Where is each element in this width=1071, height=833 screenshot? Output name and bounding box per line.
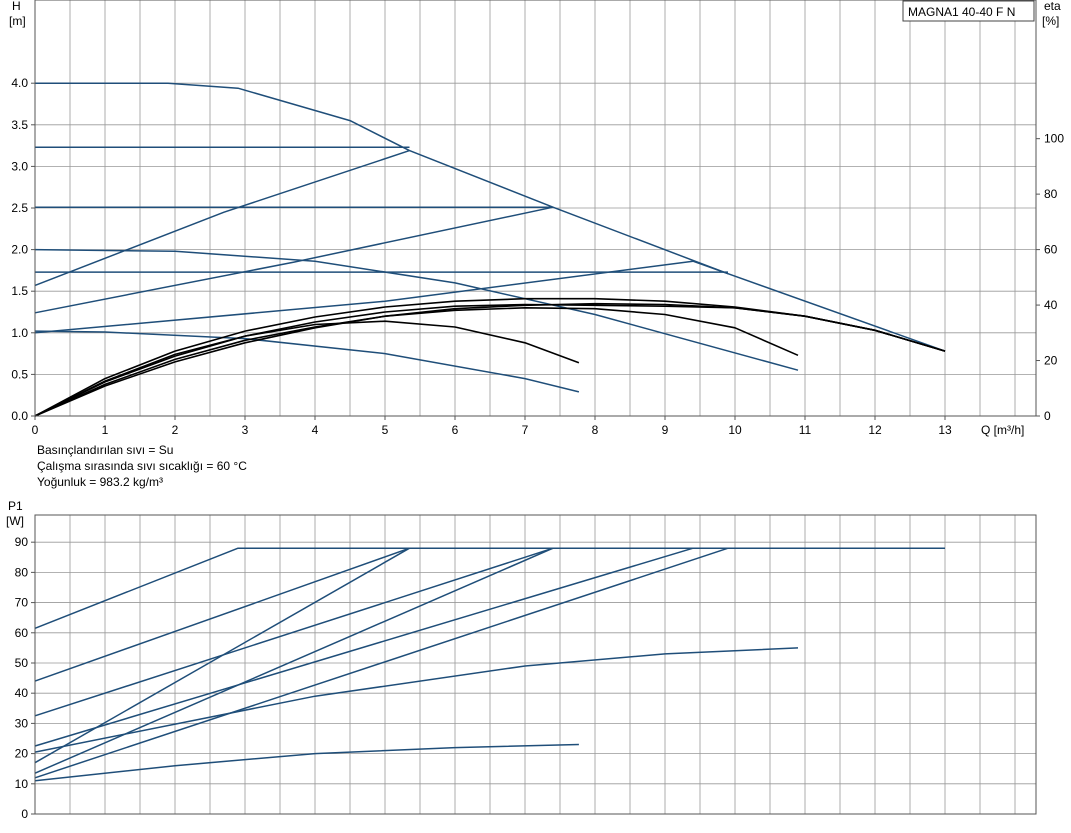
power-curve-5 — [34, 547, 554, 774]
x-tick-label: 10 — [728, 423, 742, 437]
note-liquid: Basınçlandırılan sıvı = Su — [37, 443, 173, 457]
head-curve-4 — [34, 149, 410, 287]
power-curve-0 — [34, 547, 945, 629]
y2-tick-label: 20 — [1044, 354, 1058, 368]
y-tick-label: 50 — [15, 656, 29, 670]
x-tick-label: 5 — [382, 423, 389, 437]
power-curve-6 — [34, 547, 729, 779]
curves-layer — [34, 82, 946, 782]
y-tick-label: 0.5 — [11, 367, 28, 381]
grid-layer — [35, 0, 1036, 814]
y-tick-label: 60 — [15, 626, 29, 640]
y-axis-title: H — [12, 0, 21, 13]
x-tick-label: 9 — [662, 423, 669, 437]
y2-axis-title: eta — [1044, 0, 1061, 13]
x-tick-label: 7 — [522, 423, 529, 437]
y-tick-label: 4.0 — [11, 76, 28, 90]
x-tick-label: 8 — [592, 423, 599, 437]
x-tick-label: 2 — [172, 423, 179, 437]
head-curve-6 — [34, 260, 729, 334]
y-tick-label: 2.0 — [11, 243, 28, 257]
y-tick-label: 30 — [15, 716, 29, 730]
y2-tick-label: 60 — [1044, 243, 1058, 257]
head-curve-7 — [34, 248, 799, 371]
power-curve-2 — [34, 547, 554, 717]
y2-tick-label: 40 — [1044, 298, 1058, 312]
y-tick-label: 0 — [21, 807, 28, 821]
x-tick-label: 13 — [938, 423, 952, 437]
power-curve-4 — [34, 547, 410, 764]
model-box: MAGNA1 40-40 F N — [902, 0, 1035, 22]
y-axis-unit: [m] — [9, 14, 26, 28]
x-tick-label: 11 — [799, 423, 812, 437]
power-curve-3 — [34, 547, 694, 747]
x-tick-label: 4 — [312, 423, 319, 437]
y-tick-label: 1.5 — [11, 284, 28, 298]
x-axis-title: Q [m³/h] — [981, 423, 1024, 437]
head-curve-5 — [34, 206, 554, 314]
y-tick-label: 70 — [15, 596, 29, 610]
y-tick-label: 3.0 — [11, 159, 28, 173]
labels-layer: 0.00.51.01.52.02.53.03.54.00 1 2 3 4 5 6 7 8 9 10 1… — [6, 0, 1064, 821]
x-tick-label: 3 — [242, 423, 249, 437]
y-tick-label: 2.5 — [11, 201, 28, 215]
y-tick-label: 0.0 — [11, 409, 28, 423]
frame-layer — [31, 0, 1040, 815]
head-curve-8 — [34, 330, 580, 393]
x-tick-label: 1 — [102, 423, 109, 437]
power-curve-8 — [34, 743, 579, 782]
y2-tick-label: 0 — [1044, 409, 1051, 423]
y-tick-label: 90 — [15, 535, 29, 549]
efficiency-curve-13 — [34, 302, 946, 417]
power-curve-7 — [34, 647, 799, 753]
x-tick-label: 0 — [32, 423, 39, 437]
y2-tick-label: 80 — [1044, 187, 1058, 201]
power-axis-title: P1 — [8, 499, 23, 513]
x-tick-label: 12 — [868, 423, 882, 437]
note-temperature: Çalışma sırasında sıvı sıcaklığı = 60 °C — [37, 459, 247, 473]
power-plot-frame — [34, 514, 1037, 815]
y-tick-label: 10 — [15, 777, 29, 791]
x-tick-label: 6 — [452, 423, 459, 437]
y-tick-label: 1.0 — [11, 326, 28, 340]
y2-axis-unit: [%] — [1042, 14, 1059, 28]
power-axis-unit: [W] — [6, 514, 24, 528]
model-label: MAGNA1 40-40 F N — [908, 5, 1015, 19]
y2-tick-label: 100 — [1044, 132, 1064, 146]
y-tick-label: 20 — [15, 747, 29, 761]
y-tick-label: 80 — [15, 565, 29, 579]
note-density: Yoğunluk = 983.2 kg/m³ — [37, 475, 163, 489]
y-tick-label: 40 — [15, 686, 29, 700]
power-curve-1 — [34, 547, 410, 682]
y-tick-label: 3.5 — [11, 118, 28, 132]
efficiency-curve-9 — [34, 320, 580, 417]
